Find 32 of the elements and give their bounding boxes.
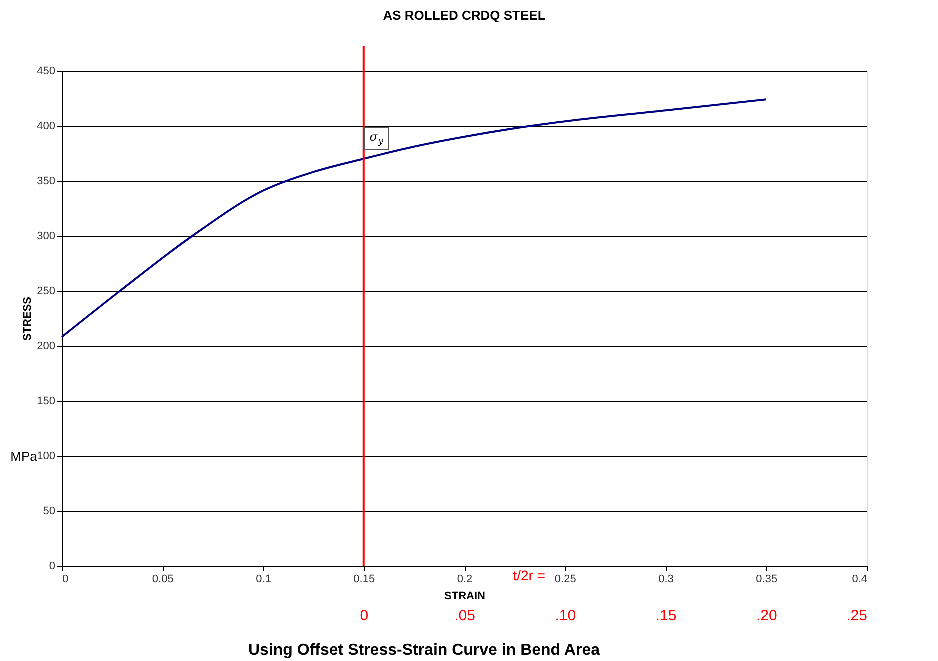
y-tick-label: 300 xyxy=(37,230,56,242)
text: MPa xyxy=(10,449,38,464)
y-tick-label: 400 xyxy=(37,120,56,132)
x-tick-label: 0.05 xyxy=(152,574,174,586)
x-tick-label: 0 xyxy=(62,574,69,586)
y-tick-label: 450 xyxy=(37,66,56,78)
y-tick-label: 150 xyxy=(37,396,56,408)
y-tick-label: 200 xyxy=(37,340,56,352)
text: Using Offset Stress-Strain Curve in Bend Area xyxy=(248,642,600,659)
y-tick-label: 0 xyxy=(49,560,56,572)
x-tick-label: 0.1 xyxy=(256,574,272,586)
line-series xyxy=(61,98,768,338)
x2-tick-label: .15 xyxy=(656,608,677,624)
y-tick-label: 350 xyxy=(37,176,56,188)
x2-axis-title: t/2r = xyxy=(513,568,546,584)
y-tick-label: 100 xyxy=(37,450,56,462)
chart-title: AS ROLLED CRDQ STEEL xyxy=(383,8,546,23)
x2-tick-label: .10 xyxy=(555,608,576,624)
x2-tick-label: .20 xyxy=(756,608,778,624)
y-tick-label: 250 xyxy=(37,286,56,298)
x2-tick-label: 0 xyxy=(360,608,369,624)
x-tick-label: 0.35 xyxy=(756,574,778,586)
y-tick-label: 50 xyxy=(43,506,56,518)
y-axis-title: STRESS xyxy=(22,296,34,342)
x-tick-label: 0.4 xyxy=(852,574,868,586)
x-tick-label: 0.25 xyxy=(554,574,576,586)
x2-tick-label: .05 xyxy=(454,608,476,624)
x-tick-label: 0.2 xyxy=(457,574,473,586)
x2-tick-label: .25 xyxy=(846,608,868,624)
x-axis-title: STRAIN xyxy=(444,590,486,602)
x-tick-label: 0.3 xyxy=(658,574,674,586)
x-tick-label: 0.15 xyxy=(354,574,376,586)
